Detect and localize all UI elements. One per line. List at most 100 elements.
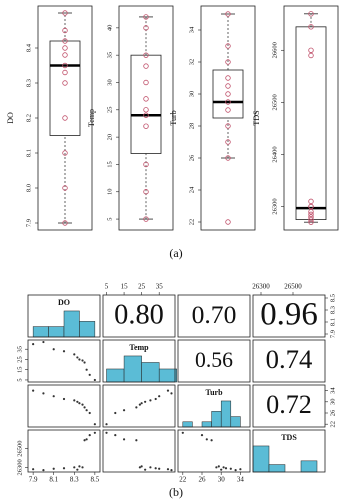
- scatter-point: [181, 431, 184, 434]
- histogram-bar: [158, 368, 178, 383]
- scatter-point: [78, 402, 81, 405]
- data-point: [62, 10, 68, 16]
- data-point: [62, 62, 68, 69]
- scatter-point: [85, 368, 88, 371]
- y-tick-label: 26: [329, 409, 336, 416]
- data-point: [143, 96, 149, 102]
- scatter-point: [154, 467, 157, 470]
- scatter-point: [105, 423, 108, 426]
- x-tick-label: 26300: [252, 283, 270, 291]
- scatter-point: [73, 466, 76, 469]
- scatter-point: [78, 465, 81, 468]
- data-point: [143, 123, 149, 129]
- y-tick-label: 8.0: [25, 184, 32, 192]
- scatter-point: [88, 411, 91, 415]
- data-point: [62, 150, 68, 156]
- data-point: [62, 38, 68, 44]
- scatter-point: [81, 359, 84, 362]
- panel-frame: [252, 294, 326, 338]
- scatter-point: [138, 466, 141, 469]
- data-point: [62, 45, 68, 51]
- data-point: [225, 91, 231, 97]
- x-tick-label: 8.1: [49, 476, 58, 484]
- y-tick-label: 26300: [16, 459, 23, 475]
- y-tick-label: 8.2: [25, 114, 32, 122]
- scatter-point: [76, 400, 79, 403]
- y-tick-label: 26500: [271, 94, 278, 110]
- data-point: [225, 139, 231, 145]
- scatter-point: [149, 399, 152, 402]
- box: [212, 69, 244, 119]
- data-point: [62, 69, 68, 76]
- y-axis-label: Temp: [87, 109, 96, 127]
- x-tick-label: 30: [218, 476, 226, 484]
- y-tick-label: 22: [188, 219, 195, 226]
- scatter-point: [62, 467, 66, 470]
- x-tick-label: 8.3: [70, 476, 79, 484]
- data-point: [143, 107, 149, 113]
- scatter-point: [144, 468, 147, 471]
- y-tick-label: 26: [188, 154, 195, 161]
- data-point: [225, 155, 231, 161]
- y-tick-label: 10: [106, 189, 113, 196]
- data-point: [225, 83, 231, 89]
- scatter-point: [83, 439, 86, 442]
- y-tick-label: 26500: [16, 441, 23, 457]
- caption: (b): [169, 485, 183, 499]
- scatter-point: [200, 434, 204, 437]
- y-axis-label: Turb: [169, 110, 178, 125]
- histogram-bar: [220, 400, 232, 428]
- scatter-point: [32, 389, 35, 392]
- scatter-point: [135, 439, 138, 442]
- data-point: [308, 203, 314, 210]
- panel-frame: [177, 429, 251, 473]
- y-tick-label: 8.1: [25, 149, 32, 157]
- histogram-bar: [211, 411, 222, 428]
- scatter-point: [88, 434, 91, 437]
- y-tick-label: 15: [106, 161, 113, 168]
- histogram-bar: [252, 445, 270, 473]
- scatter-point: [62, 350, 66, 353]
- scatter-point: [73, 353, 76, 356]
- scatter-point: [158, 395, 161, 398]
- scatter-point: [83, 406, 86, 409]
- x-tick-label: 25: [138, 283, 146, 291]
- panel-frame: [27, 429, 101, 473]
- scatter-point: [81, 466, 84, 469]
- scatter-point: [158, 467, 161, 470]
- scatter-point: [220, 468, 223, 471]
- data-point: [308, 24, 314, 30]
- y-tick-label: 35: [16, 346, 23, 353]
- data-point: [143, 52, 149, 58]
- y-tick-label: 8.5: [329, 294, 336, 302]
- variable-label: DO: [58, 298, 70, 307]
- x-tick-label: 26: [199, 476, 207, 484]
- histogram-bar: [123, 355, 142, 383]
- y-tick-label: 8.1: [329, 318, 336, 326]
- data-point: [308, 214, 314, 220]
- scatter-point: [122, 409, 126, 412]
- scatter-point: [140, 402, 143, 405]
- y-tick-label: 34: [188, 26, 195, 33]
- x-tick-label: 7.9: [29, 476, 38, 484]
- y-tick-label: 8.4: [25, 43, 32, 52]
- data-point: [308, 209, 314, 215]
- y-tick-label: 24: [188, 186, 195, 193]
- x-tick-label: 34: [237, 476, 245, 484]
- data-point: [143, 63, 149, 69]
- scatter-point: [105, 431, 108, 434]
- data-point: [308, 219, 314, 225]
- correlation-label: 0.70: [192, 300, 237, 329]
- scatter-point: [154, 397, 157, 401]
- variable-label: TDS: [281, 433, 297, 442]
- y-tick-label: 22: [329, 421, 336, 428]
- scatter-point: [32, 468, 35, 471]
- y-tick-label: 40: [106, 25, 113, 32]
- histogram-bar: [106, 368, 125, 383]
- panel-frame: [102, 339, 176, 383]
- correlation-label: 0.80: [114, 300, 164, 331]
- scatter-point: [93, 423, 96, 426]
- data-point: [225, 59, 231, 65]
